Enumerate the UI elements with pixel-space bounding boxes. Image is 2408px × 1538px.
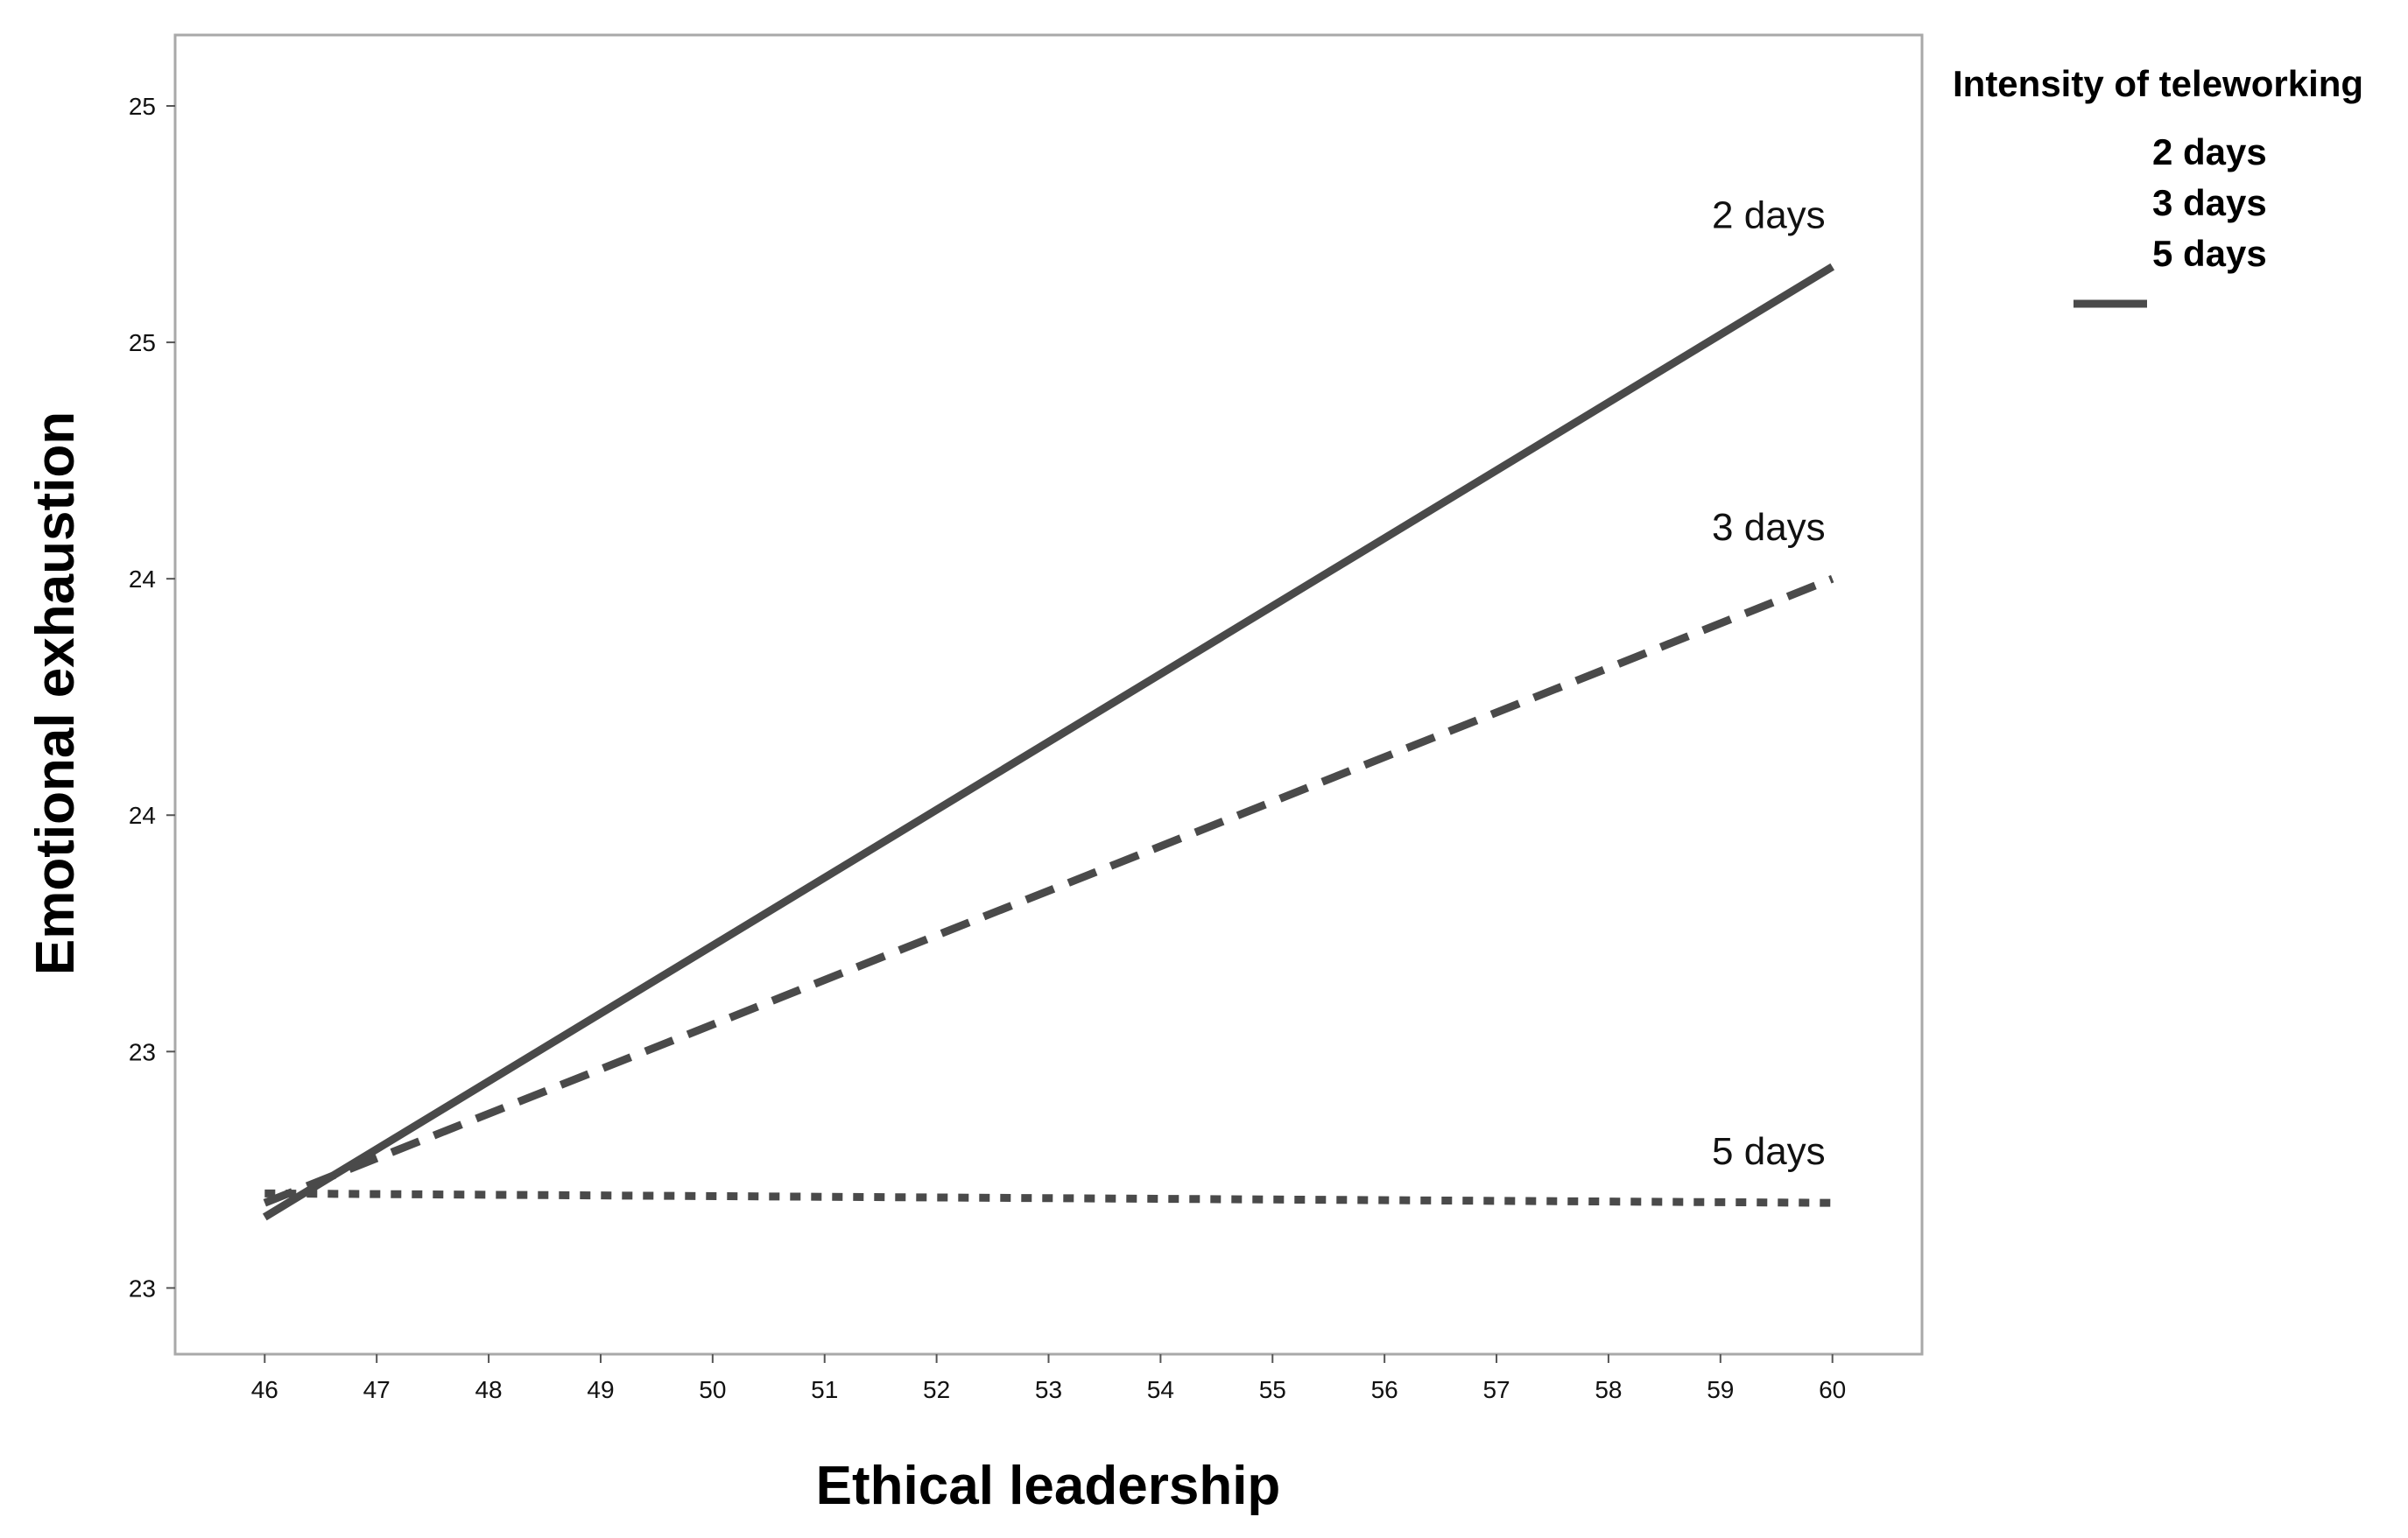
- x-tick-label-47: 47: [363, 1376, 391, 1403]
- series-label-3-days: 3 days: [1712, 506, 1826, 549]
- series-line-3-days: [263, 574, 1834, 1207]
- x-tick-label-53: 53: [1035, 1376, 1062, 1403]
- x-tick-label-48: 48: [475, 1376, 502, 1403]
- legend-item-5-days: 5 days: [2152, 233, 2267, 274]
- series-line-2-days: [262, 263, 1835, 1221]
- series-label-2-days: 2 days: [1712, 194, 1826, 237]
- legend: Intensity of teleworking 2 days 3 days 5…: [1953, 63, 2363, 308]
- x-tick-label-54: 54: [1147, 1376, 1174, 1403]
- x-tick-label-55: 55: [1259, 1376, 1286, 1403]
- legend-item-3-days: 3 days: [2152, 182, 2267, 223]
- series-labels: 2 days 3 days 5 days: [1712, 194, 1826, 1173]
- x-tick-label-57: 57: [1482, 1376, 1510, 1403]
- y-tick-label: 25: [129, 329, 156, 356]
- y-tick-label: 24: [129, 802, 156, 829]
- x-tick-label-52: 52: [923, 1376, 950, 1403]
- legend-title: Intensity of teleworking: [1953, 63, 2363, 104]
- y-axis-title: Emotional exhaustion: [25, 411, 86, 975]
- x-tick-label-51: 51: [811, 1376, 838, 1403]
- x-tick-label-46: 46: [251, 1376, 278, 1403]
- x-tick-label-58: 58: [1595, 1376, 1622, 1403]
- y-tick-label: 24: [129, 565, 156, 593]
- x-tick-label-60: 60: [1819, 1376, 1846, 1403]
- y-axis-ticks: 23 23 24 24 25 25: [129, 93, 175, 1302]
- plot-frame: [173, 33, 1924, 1356]
- y-tick-label: 25: [129, 93, 156, 120]
- legend-item-2-days: 2 days: [2152, 131, 2267, 172]
- x-tick-label-56: 56: [1371, 1376, 1398, 1403]
- x-tick-label-49: 49: [587, 1376, 614, 1403]
- x-tick-label-59: 59: [1707, 1376, 1734, 1403]
- x-axis-title: Ethical leadership: [816, 1456, 1281, 1516]
- y-tick-label: 23: [129, 1038, 156, 1065]
- series-line-5-days: [264, 1189, 1833, 1207]
- y-tick-label: 23: [129, 1275, 156, 1302]
- x-axis-ticks: 46 47 48 49 50 51 52 53 54 55 56 57 58 59 60: [251, 1354, 1846, 1403]
- x-tick-label-50: 50: [699, 1376, 726, 1403]
- series-layer: [262, 263, 1835, 1221]
- series-label-5-days: 5 days: [1712, 1130, 1826, 1173]
